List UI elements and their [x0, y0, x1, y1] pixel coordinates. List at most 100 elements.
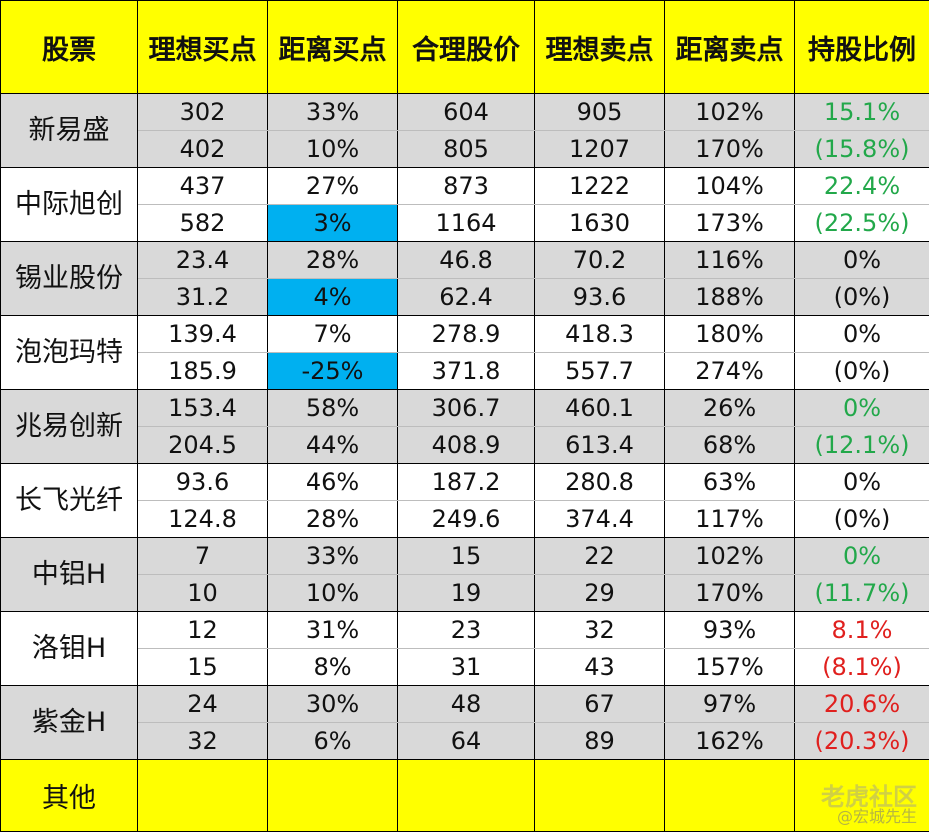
holding-ratio-cell: 0% — [794, 389, 929, 427]
dist-buy-cell: 28% — [267, 241, 398, 279]
ideal-buy-cell: 582 — [137, 204, 268, 242]
fair-price-cell: 187.2 — [397, 463, 535, 501]
ideal-buy-cell: 32 — [137, 722, 268, 760]
ideal-sell-cell: 418.3 — [534, 315, 665, 353]
dist-sell-cell: 274% — [664, 352, 795, 390]
ideal-sell-cell: 93.6 — [534, 278, 665, 316]
header-ideal-buy: 理想买点 — [137, 0, 268, 94]
dist-sell-cell: 97% — [664, 685, 795, 723]
fair-price-cell: 19 — [397, 574, 535, 612]
holding-ratio-cell: (12.1%) — [794, 426, 929, 464]
holding-ratio-cell: (0%) — [794, 352, 929, 390]
holding-ratio-cell: 8.1% — [794, 611, 929, 649]
fair-price-cell: 48 — [397, 685, 535, 723]
dist-sell-cell: 102% — [664, 93, 795, 131]
footer-cell — [664, 759, 795, 832]
table-row: 泡泡玛特 139.4 7% 278.9 418.3 180% 0% — [0, 315, 929, 390]
table-row: 新易盛 302 33% 604 905 102% 15.1% — [0, 93, 929, 168]
ideal-buy-cell: 23.4 — [137, 241, 268, 279]
dist-buy-cell: 27% — [267, 167, 398, 205]
stock-name: 新易盛 — [0, 93, 138, 168]
fair-price-cell: 64 — [397, 722, 535, 760]
table-row: 31.2 4% 62.4 93.6 188% (0%) — [1, 278, 929, 316]
ideal-sell-cell: 70.2 — [534, 241, 665, 279]
dist-sell-cell: 104% — [664, 167, 795, 205]
holding-ratio-cell: (20.3%) — [794, 722, 929, 760]
header-dist-buy: 距离买点 — [267, 0, 398, 94]
footer-stock-name: 其他 — [0, 759, 138, 832]
dist-sell-cell: 170% — [664, 574, 795, 612]
table-row: 兆易创新 153.4 58% 306.7 460.1 26% 0% — [0, 389, 929, 464]
dist-buy-cell: 3% — [267, 204, 398, 242]
table-row: 185.9 -25% 371.8 557.7 274% (0%) — [1, 352, 929, 390]
header-dist-sell: 距离卖点 — [664, 0, 795, 94]
footer-cell — [534, 759, 665, 832]
ideal-buy-cell: 12 — [137, 611, 268, 649]
holding-ratio-cell: (0%) — [794, 278, 929, 316]
stock-name: 中铝H — [0, 537, 138, 612]
fair-price-cell: 23 — [397, 611, 535, 649]
ideal-sell-cell: 905 — [534, 93, 665, 131]
ideal-buy-cell: 31.2 — [137, 278, 268, 316]
ideal-buy-cell: 139.4 — [137, 315, 268, 353]
dist-buy-cell: 10% — [267, 574, 398, 612]
stock-name: 泡泡玛特 — [0, 315, 138, 390]
footer-row: 其他 — [0, 759, 929, 832]
header-stock: 股票 — [0, 0, 138, 94]
ideal-buy-cell: 7 — [137, 537, 268, 575]
table-row: 中铝H 7 33% 15 22 102% 0% — [0, 537, 929, 612]
header-holding-ratio: 持股比例 — [794, 0, 929, 94]
ideal-sell-cell: 613.4 — [534, 426, 665, 464]
ideal-buy-cell: 24 — [137, 685, 268, 723]
holding-ratio-cell: 0% — [794, 537, 929, 575]
fair-price-cell: 805 — [397, 130, 535, 168]
dist-sell-cell: 173% — [664, 204, 795, 242]
watermark-brand: 老虎社区 — [821, 783, 917, 811]
header-row: 股票 理想买点 距离买点 合理股价 理想卖点 距离卖点 持股比例 — [0, 0, 929, 94]
ideal-sell-cell: 32 — [534, 611, 665, 649]
stock-name: 兆易创新 — [0, 389, 138, 464]
holding-ratio-cell: (15.8%) — [794, 130, 929, 168]
dist-sell-cell: 157% — [664, 648, 795, 686]
dist-buy-cell: 31% — [267, 611, 398, 649]
table-row: 15 8% 31 43 157% (8.1%) — [1, 648, 929, 686]
dist-sell-cell: 93% — [664, 611, 795, 649]
ideal-sell-cell: 1630 — [534, 204, 665, 242]
footer-cell — [397, 759, 535, 832]
fair-price-cell: 31 — [397, 648, 535, 686]
holding-ratio-cell: 15.1% — [794, 93, 929, 131]
header-ideal-sell: 理想卖点 — [534, 0, 665, 94]
dist-sell-cell: 116% — [664, 241, 795, 279]
ideal-buy-cell: 185.9 — [137, 352, 268, 390]
dist-buy-cell: -25% — [267, 352, 398, 390]
fair-price-cell: 46.8 — [397, 241, 535, 279]
dist-sell-cell: 102% — [664, 537, 795, 575]
stock-name: 紫金H — [0, 685, 138, 760]
fair-price-cell: 873 — [397, 167, 535, 205]
fair-price-cell: 408.9 — [397, 426, 535, 464]
ideal-sell-cell: 460.1 — [534, 389, 665, 427]
dist-buy-cell: 6% — [267, 722, 398, 760]
dist-sell-cell: 188% — [664, 278, 795, 316]
dist-sell-cell: 170% — [664, 130, 795, 168]
fair-price-cell: 15 — [397, 537, 535, 575]
ideal-sell-cell: 1222 — [534, 167, 665, 205]
ideal-sell-cell: 280.8 — [534, 463, 665, 501]
holding-ratio-cell: 20.6% — [794, 685, 929, 723]
ideal-buy-cell: 437 — [137, 167, 268, 205]
footer-cell — [267, 759, 398, 832]
header-fair-price: 合理股价 — [397, 0, 535, 94]
watermark: 老虎社区 @宏城先生 — [821, 783, 917, 827]
dist-buy-cell: 33% — [267, 93, 398, 131]
ideal-sell-cell: 374.4 — [534, 500, 665, 538]
table-body: 新易盛 302 33% 604 905 102% 15.1% 402 10% 805 1207 170… — [0, 93, 929, 760]
ideal-buy-cell: 10 — [137, 574, 268, 612]
ideal-buy-cell: 124.8 — [137, 500, 268, 538]
dist-buy-cell: 4% — [267, 278, 398, 316]
fair-price-cell: 249.6 — [397, 500, 535, 538]
fair-price-cell: 278.9 — [397, 315, 535, 353]
dist-buy-cell: 33% — [267, 537, 398, 575]
table-row: 582 3% 1164 1630 173% (22.5%) — [1, 204, 929, 242]
table-row: 中际旭创 437 27% 873 1222 104% 22.4% — [0, 167, 929, 242]
